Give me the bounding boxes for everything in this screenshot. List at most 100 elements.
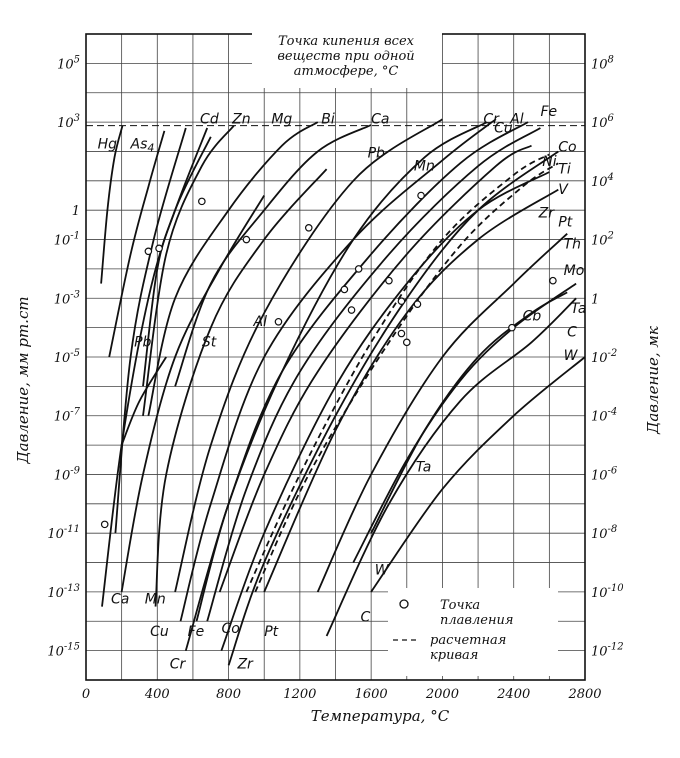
series-label-cu: Cu — [494, 120, 513, 136]
x-tick-label: 0 — [82, 687, 90, 702]
right-tick-label: 10-6 — [591, 465, 618, 483]
melting-point-marker — [274, 317, 283, 326]
curve-cd — [114, 127, 187, 534]
series-label-st: St — [202, 335, 217, 351]
x-tick-label: 400 — [144, 687, 170, 702]
legend-box — [388, 588, 558, 676]
series-label-fe: Fe — [188, 624, 205, 640]
melting-point-marker — [417, 191, 425, 200]
curve-co — [206, 127, 541, 622]
x-axis-ticks: 0 400 800 1200 1600 2000 2400 2800 — [82, 687, 602, 702]
melting-point-marker — [397, 297, 406, 306]
y-axis-label-left: Давление, мм рт.ст — [14, 296, 32, 464]
curve-pb — [120, 195, 265, 593]
boiling-note: Точка кипения всех веществ при одной атмос… — [252, 30, 442, 88]
series-label-pt: Pt — [558, 214, 572, 230]
right-tick-label: 10-10 — [591, 583, 624, 601]
curve-c — [325, 297, 577, 637]
x-tick-label: 2800 — [567, 687, 601, 702]
curve-hg — [100, 125, 124, 284]
curve-al — [174, 118, 443, 593]
melting-point-marker — [413, 300, 422, 308]
curve-w — [370, 356, 586, 593]
series-label-ta: Ta — [416, 460, 432, 476]
melting-point-marker — [242, 235, 251, 244]
x-tick-label: 800 — [216, 687, 241, 702]
right-tick-label: 10-4 — [591, 407, 617, 425]
x-axis-label: Температура, °C — [311, 707, 450, 725]
series-label-mo: Mo — [564, 263, 585, 279]
melting-point-marker — [347, 306, 356, 314]
left-tick-label: 10-11 — [47, 524, 80, 542]
curve-mn — [154, 168, 328, 607]
melting-point-marker — [508, 323, 516, 332]
series-label-cr: Cr — [483, 112, 500, 128]
curve-ca — [174, 124, 372, 387]
series-label-th: Th — [564, 236, 581, 252]
series-label-bi: Bi — [321, 112, 335, 128]
melting-point-marker — [155, 244, 163, 253]
boiling-note-text: Точка кипения всех веществ при одной атмос… — [277, 34, 414, 79]
curves — [100, 118, 586, 666]
melting-point-marker — [144, 247, 153, 256]
series-label-ca: Ca — [371, 112, 389, 128]
series-label-as4: As4 — [130, 137, 155, 155]
series-label-pb: Pb — [368, 145, 385, 161]
x-tick-label: 1200 — [283, 687, 316, 702]
y-axis-label-right: Давление, мк — [644, 326, 662, 435]
left-axis-ticks: 105 103 1 10-1 10-3 10-5 10-7 10-9 10-11 10-13 10-… — [47, 54, 80, 659]
curve-cr — [184, 121, 488, 651]
legend-circle-symbol — [399, 599, 409, 609]
series-label-ca: Ca — [111, 592, 129, 608]
series-label-v: V — [558, 182, 569, 198]
series-label-c: C — [360, 609, 370, 625]
melting-point-marker — [198, 197, 206, 206]
series-label-fe: Fe — [540, 104, 557, 120]
boiling-note-box — [252, 30, 442, 88]
right-axis-ticks: 108 106 104 102 1 10-2 10-4 10-6 10-8 10-10 10-12 — [591, 54, 624, 659]
series-label-ti: Ti — [558, 161, 571, 177]
series-label-cb: Cb — [523, 308, 542, 324]
legend-dashed-label: расчетная кривая — [430, 633, 506, 663]
series-label-zn: Zn — [231, 112, 250, 128]
curve-st — [120, 356, 167, 446]
curve-cb — [370, 291, 568, 534]
curve-cu — [179, 118, 497, 622]
curve-mg — [142, 125, 235, 416]
series-label-hg: Hg — [98, 137, 118, 153]
series-label-co: Co — [221, 621, 239, 637]
curve-ni — [218, 144, 532, 593]
right-tick-label: 106 — [591, 113, 615, 131]
series-label-pt: Pt — [264, 624, 278, 640]
x-tick-label: 2400 — [496, 687, 530, 702]
left-tick-label: 10-7 — [54, 407, 81, 425]
melting-point-marker — [402, 338, 411, 347]
legend: Точка плавления расчетная кривая — [388, 588, 558, 676]
melting-point-marker — [304, 224, 313, 232]
series-label-mn: Mn — [414, 159, 435, 175]
series-label-zr: Zr — [538, 206, 556, 222]
left-tick-label: 103 — [57, 113, 80, 131]
series-label-cd: Cd — [200, 112, 219, 128]
left-tick-label: 10-9 — [54, 465, 81, 483]
series-label-pb: Pb — [134, 335, 151, 351]
series-label-co: Co — [558, 139, 576, 155]
curve-mo — [316, 233, 568, 593]
x-tick-label: 2000 — [425, 687, 459, 702]
melting-points — [100, 191, 557, 529]
series-label-mn: Mn — [145, 592, 166, 608]
series-label-c: C — [567, 324, 577, 340]
series-label-al: Al — [253, 314, 268, 330]
melting-point-marker — [385, 276, 393, 285]
right-tick-label: 10-12 — [591, 642, 624, 660]
right-tick-label: 104 — [591, 172, 614, 190]
series-label-mg: Mg — [271, 112, 292, 128]
series-label-cu: Cu — [150, 624, 169, 640]
curve-th — [263, 188, 559, 593]
left-tick-label: 10-1 — [54, 231, 80, 249]
series-label-ta: Ta — [571, 301, 587, 317]
melting-point-marker — [100, 520, 109, 529]
curve-zn — [142, 127, 209, 387]
